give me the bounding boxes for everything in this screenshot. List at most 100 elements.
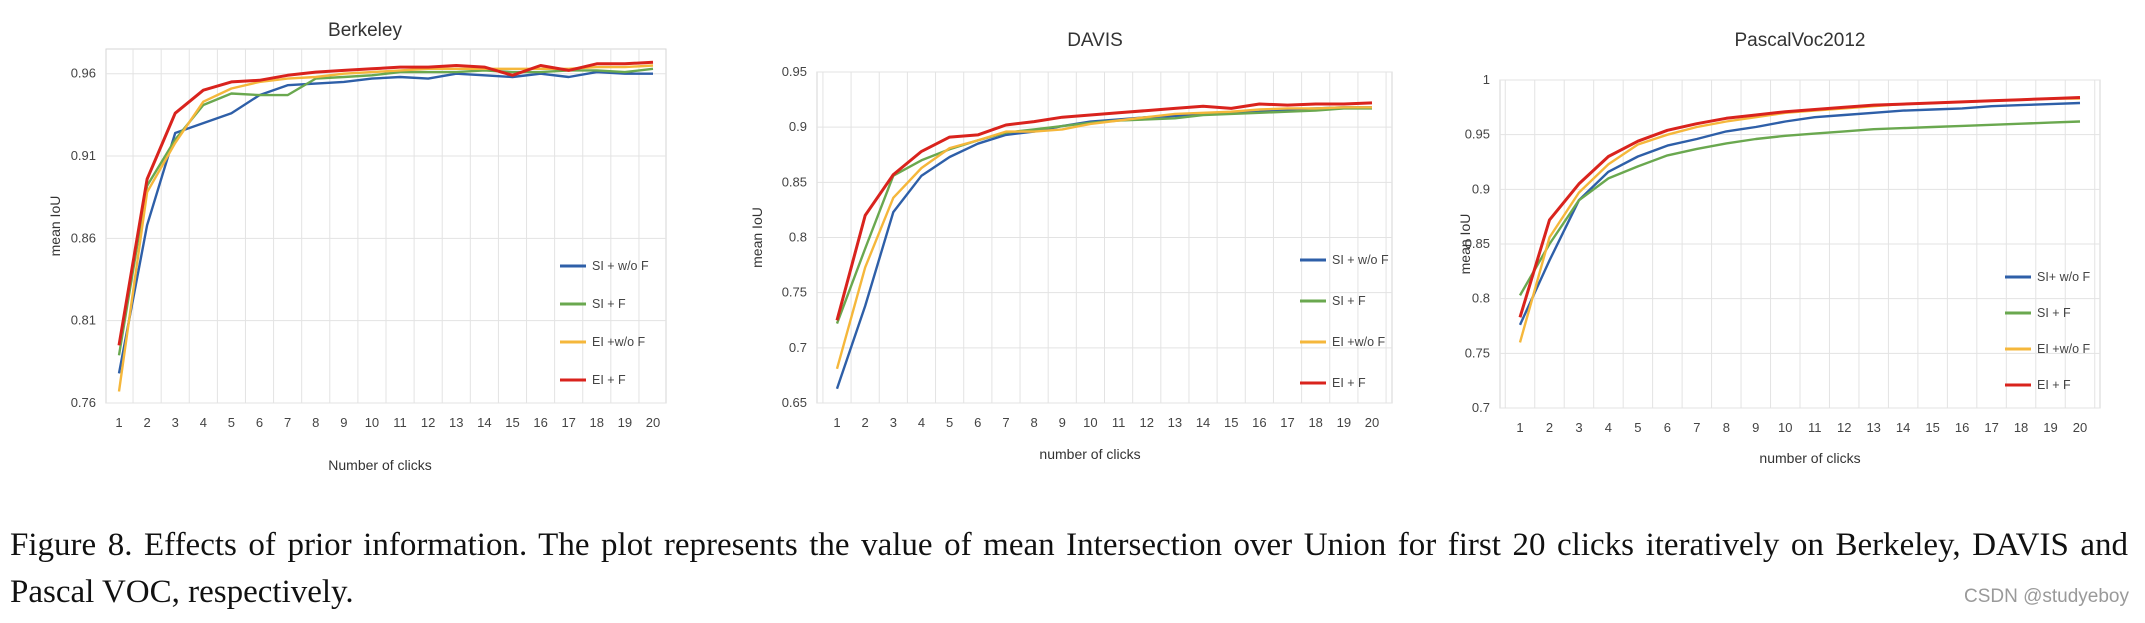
y-tick-label: 0.8: [1472, 291, 1490, 306]
legend-label: SI + w/o F: [592, 259, 649, 273]
legend-label: EI + F: [1332, 376, 1366, 390]
x-tick-label: 7: [1002, 415, 1009, 430]
x-tick-label: 19: [618, 415, 632, 430]
x-tick-label: 11: [393, 415, 407, 430]
chart-title: PascalVoc2012: [1735, 30, 1866, 51]
x-tick-label: 19: [1337, 415, 1351, 430]
x-tick-label: 20: [2073, 420, 2087, 435]
chart-davis: 0.650.70.750.80.850.90.951 2 3 4 5 6 7 8 9 10 11 12…: [749, 30, 1393, 462]
x-tick-label: 5: [1634, 420, 1641, 435]
x-tick-label: 17: [1984, 420, 1998, 435]
legend-label: EI +w/o F: [1332, 335, 1386, 349]
y-tick-label: 0.75: [782, 285, 807, 300]
legend-label: EI + F: [2037, 378, 2071, 392]
x-tick-label: 17: [1280, 415, 1294, 430]
x-tick-label: 11: [1112, 415, 1126, 430]
chart-title: DAVIS: [1067, 30, 1123, 51]
series-line-2: [1518, 120, 2081, 296]
x-tick-label: 12: [421, 415, 435, 430]
x-tick-label: 2: [1546, 420, 1553, 435]
x-tick-label: 9: [1059, 415, 1066, 430]
x-tick-label: 4: [918, 415, 925, 430]
legend-label: SI + F: [2037, 306, 2071, 320]
y-tick-label: 0.9: [789, 119, 807, 134]
y-tick-label: 0.85: [1465, 236, 1490, 251]
x-tick-label: 2: [143, 415, 150, 430]
x-tick-label: 12: [1837, 420, 1851, 435]
chart-berkeley: 0.760.810.860.910.961 2 3 4 5 6 7 8 9 10 11 12 13 14 1…: [47, 20, 667, 473]
y-tick-label: 0.8: [789, 230, 807, 245]
y-tick-label: 0.91: [71, 148, 96, 163]
x-tick-label: 16: [1955, 420, 1969, 435]
x-tick-label: 15: [505, 415, 519, 430]
y-tick-label: 0.9: [1472, 181, 1490, 196]
x-tick-label: 13: [1866, 420, 1880, 435]
series-line-4: [1518, 96, 2081, 318]
legend-label: SI + w/o F: [1332, 253, 1389, 267]
y-tick-label: 0.65: [782, 395, 807, 410]
y-tick-label: 0.96: [71, 66, 96, 81]
legend-label: SI + F: [1332, 294, 1366, 308]
x-tick-label: 8: [312, 415, 319, 430]
x-tick-label: 10: [365, 415, 379, 430]
watermark: CSDN @studyeboy: [1963, 586, 2129, 607]
x-tick-label: 14: [1196, 415, 1210, 430]
x-tick-label: 7: [284, 415, 291, 430]
x-tick-label: 15: [1925, 420, 1939, 435]
x-tick-label: 10: [1083, 415, 1097, 430]
x-axis-label: number of clicks: [1759, 450, 1860, 466]
x-tick-label: 12: [1140, 415, 1154, 430]
x-tick-label: 13: [449, 415, 463, 430]
x-tick-label: 20: [646, 415, 660, 430]
y-tick-label: 0.85: [782, 174, 807, 189]
x-tick-label: 4: [1605, 420, 1612, 435]
y-tick-label: 0.75: [1465, 345, 1490, 360]
x-tick-label: 6: [1664, 420, 1671, 435]
y-tick-label: 0.95: [782, 64, 807, 79]
x-tick-label: 8: [1723, 420, 1730, 435]
x-tick-label: 1: [115, 415, 122, 430]
y-axis-label: mean IoU: [47, 196, 63, 257]
y-axis-label: mean IoU: [1457, 214, 1473, 275]
x-tick-label: 5: [946, 415, 953, 430]
y-tick-label: 0.81: [71, 313, 96, 328]
x-tick-label: 6: [974, 415, 981, 430]
x-tick-label: 18: [590, 415, 604, 430]
chart-title: Berkeley: [328, 20, 402, 41]
y-axis-label: mean IoU: [749, 207, 765, 268]
x-tick-label: 1: [1516, 420, 1523, 435]
y-tick-label: 0.76: [71, 395, 96, 410]
x-tick-label: 18: [2014, 420, 2028, 435]
figure-caption: Figure 8. Effects of prior information. …: [10, 527, 2128, 610]
figure: 0.76 0.81 0.86 0.91 0.96 1 2 3 4 5 6 7 8 9 10 11 12 13 14 1…: [47, 20, 2101, 473]
x-tick-label: 20: [1365, 415, 1379, 430]
x-tick-label: 18: [1308, 415, 1322, 430]
legend-label: EI +w/o F: [2037, 342, 2091, 356]
x-tick-label: 7: [1693, 420, 1700, 435]
x-tick-label: 14: [1896, 420, 1910, 435]
x-tick-label: 3: [890, 415, 897, 430]
x-tick-label: 5: [228, 415, 235, 430]
x-tick-label: 9: [1752, 420, 1759, 435]
x-tick-label: 3: [172, 415, 179, 430]
series-line-1: [117, 70, 653, 374]
legend-label: EI + F: [592, 373, 626, 387]
series-line-4: [117, 60, 654, 346]
x-tick-label: 16: [533, 415, 547, 430]
x-tick-label: 11: [1808, 420, 1822, 435]
x-tick-label: 14: [477, 415, 491, 430]
x-tick-label: 13: [1168, 415, 1182, 430]
legend-label: EI +w/o F: [592, 335, 646, 349]
y-tick-label: 0.7: [1472, 400, 1490, 415]
y-tick-label: 0.86: [71, 230, 96, 245]
legend-label: SI+ w/o F: [2037, 270, 2091, 284]
x-tick-label: 6: [256, 415, 263, 430]
y-tick-label: 0.7: [789, 340, 807, 355]
y-tick-label: 0.95: [1465, 127, 1490, 142]
series-line-3: [835, 106, 1372, 370]
series-line-1: [1518, 101, 2081, 326]
series-line-4: [835, 101, 1373, 321]
x-axis-label: Number of clicks: [328, 457, 431, 473]
legend-label: SI + F: [592, 297, 626, 311]
